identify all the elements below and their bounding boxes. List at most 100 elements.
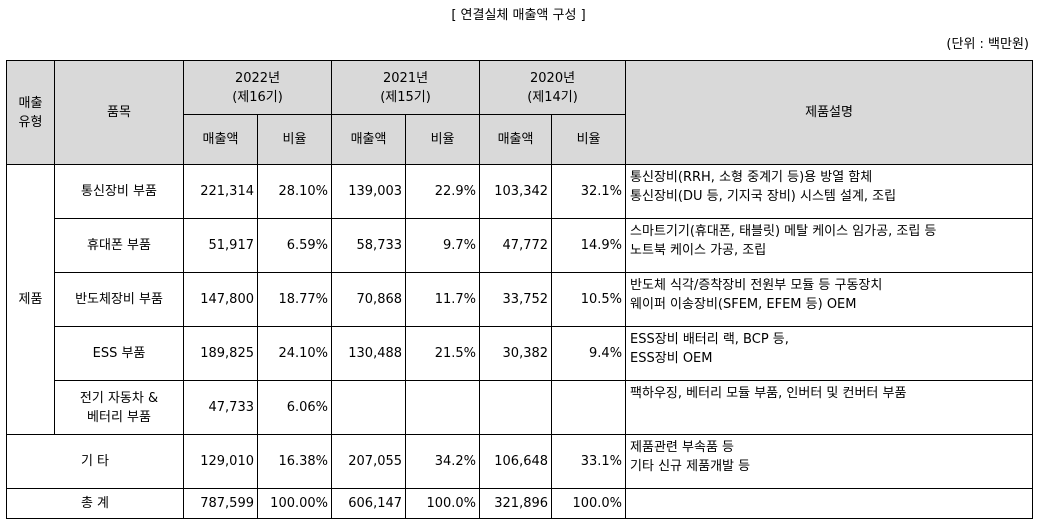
sales-2021: 207,055 [331, 434, 407, 489]
ratio-2022: 18.77% [256, 272, 333, 327]
ratio-2020: 100.0% [551, 488, 627, 519]
sales-2020: 103,342 [479, 164, 553, 219]
ratio-2021: 100.0% [405, 488, 481, 519]
sales-2021 [331, 380, 407, 435]
row-description: 팩하우징, 베터리 모듈 부품, 인버터 및 컨버터 부품 [625, 380, 1034, 435]
ratio-2020: 33.1% [551, 434, 627, 489]
ratio-2022: 24.10% [256, 326, 333, 381]
row-item: 반도체장비 부품 [54, 272, 184, 327]
description-line2: 웨이퍼 이송장비(SFEM, EFEM 등) OEM [630, 297, 857, 312]
sales-2021: 70,868 [331, 272, 407, 327]
description-line1: 팩하우징, 베터리 모듈 부품, 인버터 및 컨버터 부품 [630, 386, 907, 401]
sales-2021: 58,733 [331, 218, 407, 273]
ratio-2021: 21.5% [405, 326, 481, 381]
sales-2020 [479, 380, 553, 435]
sales-2020: 106,648 [479, 434, 553, 489]
table-title: [ 연결실체 매출액 구성 ] [451, 8, 586, 23]
ratio-2021 [405, 380, 481, 435]
ratio-2020: 9.4% [551, 326, 627, 381]
ratio-2021: 34.2% [405, 434, 481, 489]
header-sales-2022: 매출액 [183, 114, 258, 165]
sales-2020: 47,772 [479, 218, 553, 273]
description-line2: ESS장비 OEM [630, 351, 713, 366]
sales-2022: 787,599 [183, 488, 258, 519]
header-year-2022-line1: 2022년 [234, 70, 281, 86]
row-description: 통신장비(RRH, 소형 중계기 등)용 방열 함체 통신장비(DU 등, 기지… [625, 164, 1034, 219]
row-description: ESS장비 배터리 랙, BCP 등, ESS장비 OEM [625, 326, 1034, 381]
header-year-2021-line1: 2021년 [383, 70, 429, 86]
table-row-total: 총 계 787,599 100.00% 606,147 100.0% 321,8… [6, 488, 1034, 519]
group-product: 제품 [6, 164, 55, 435]
header-year-2021-line2: (제15기) [380, 89, 431, 105]
header-year-2022-line2: (제16기) [232, 89, 283, 105]
ratio-2021: 9.7% [405, 218, 481, 273]
header-year-2022: 2022년 (제16기) [182, 60, 333, 115]
description-line1: 스마트기기(휴대폰, 태블릿) 메탈 케이스 임가공, 조립 등 [630, 224, 937, 239]
description-line1: 통신장비(RRH, 소형 중계기 등)용 방열 함체 [630, 170, 873, 185]
sales-composition-table: 매출 유형 품목 2022년 (제16기) 2021년 (제15기) 2020년… [6, 60, 1034, 519]
sales-2022: 221,314 [183, 164, 258, 219]
header-sales-type-line1: 매출 [18, 95, 43, 111]
header-year-2020-line1: 2020년 [530, 70, 576, 86]
header-year-2021: 2021년 (제15기) [331, 60, 481, 115]
header-ratio-2021: 비율 [405, 114, 481, 165]
ratio-2021: 22.9% [405, 164, 481, 219]
sales-2022: 51,917 [183, 218, 258, 273]
header-row-metrics: 매출액 비율 매출액 비율 매출액 비율 [7, 114, 1033, 165]
table-row: 휴대폰 부품 51,917 6.59% 58,733 9.7% 47,772 1… [7, 218, 1034, 273]
sales-2021: 130,488 [331, 326, 407, 381]
header-ratio-2020: 비율 [551, 114, 627, 165]
row-description [625, 488, 1034, 519]
ratio-2022: 16.38% [256, 434, 333, 489]
description-line2: 노트북 케이스 가공, 조립 [630, 243, 767, 258]
sales-2021: 139,003 [331, 164, 407, 219]
table-row: ESS 부품 189,825 24.10% 130,488 21.5% 30,3… [7, 326, 1034, 381]
sales-2022: 47,733 [183, 380, 258, 435]
row-item-line2: 베터리 부품 [87, 409, 151, 425]
ratio-2022: 6.06% [256, 380, 333, 435]
header-sales-2020: 매출액 [479, 114, 553, 165]
row-item: 휴대폰 부품 [54, 218, 184, 273]
sales-2022: 129,010 [183, 434, 258, 489]
row-item: 전기 자동차 & 베터리 부품 [54, 380, 184, 435]
ratio-2020: 10.5% [551, 272, 627, 327]
sales-2022: 147,800 [183, 272, 258, 327]
description-line1: 제품관련 부속품 등 [630, 440, 734, 455]
ratio-2022: 28.10% [256, 164, 333, 219]
table-row: 반도체장비 부품 147,800 18.77% 70,868 11.7% 33,… [7, 272, 1034, 327]
header-year-2020: 2020년 (제14기) [479, 60, 627, 115]
other-label: 기 타 [6, 434, 184, 489]
sales-2020: 33,752 [479, 272, 553, 327]
header-sales-type-line2: 유형 [18, 114, 43, 130]
row-description: 제품관련 부속품 등 기타 신규 제품개발 등 [625, 434, 1034, 489]
ratio-2020 [551, 380, 627, 435]
header-year-2020-line2: (제14기) [527, 89, 578, 105]
row-description: 반도체 식각/증착장비 전원부 모듈 등 구동장치 웨이퍼 이송장비(SFEM,… [625, 272, 1034, 327]
header-item: 품목 [54, 60, 184, 165]
sales-2020: 30,382 [479, 326, 553, 381]
header-description: 제품설명 [625, 60, 1034, 165]
header-row-years: 매출 유형 품목 2022년 (제16기) 2021년 (제15기) 2020년… [6, 60, 1034, 165]
row-item: 통신장비 부품 [54, 164, 184, 219]
row-item: ESS 부품 [54, 326, 184, 381]
sales-2022: 189,825 [183, 326, 258, 381]
table-row: 제품 통신장비 부품 221,314 28.10% 139,003 22.9% … [6, 164, 1034, 435]
description-line2: 기타 신규 제품개발 등 [630, 459, 751, 474]
header-ratio-2022: 비율 [256, 114, 333, 165]
description-line1: 반도체 식각/증착장비 전원부 모듈 등 구동장치 [630, 278, 883, 293]
unit-label: (단위 : 백만원) [946, 37, 1029, 52]
sales-2021: 606,147 [331, 488, 407, 519]
ratio-2022: 100.00% [256, 488, 333, 519]
ratio-2020: 14.9% [551, 218, 627, 273]
ratio-2021: 11.7% [405, 272, 481, 327]
row-description: 스마트기기(휴대폰, 태블릿) 메탈 케이스 임가공, 조립 등 노트북 케이스… [625, 218, 1034, 273]
ratio-2022: 6.59% [256, 218, 333, 273]
ratio-2020: 32.1% [551, 164, 627, 219]
header-sales-2021: 매출액 [331, 114, 407, 165]
table-row-other: 기 타 129,010 16.38% 207,055 34.2% 106,648… [6, 434, 1034, 489]
description-line2: 통신장비(DU 등, 기지국 장비) 시스템 설계, 조립 [630, 189, 897, 204]
sales-2020: 321,896 [479, 488, 553, 519]
total-label: 총 계 [6, 488, 184, 519]
header-sales-type: 매출 유형 [6, 60, 55, 165]
table-row: 전기 자동차 & 베터리 부품 47,733 6.06% 팩하우징, 베터리 모… [7, 380, 1034, 435]
